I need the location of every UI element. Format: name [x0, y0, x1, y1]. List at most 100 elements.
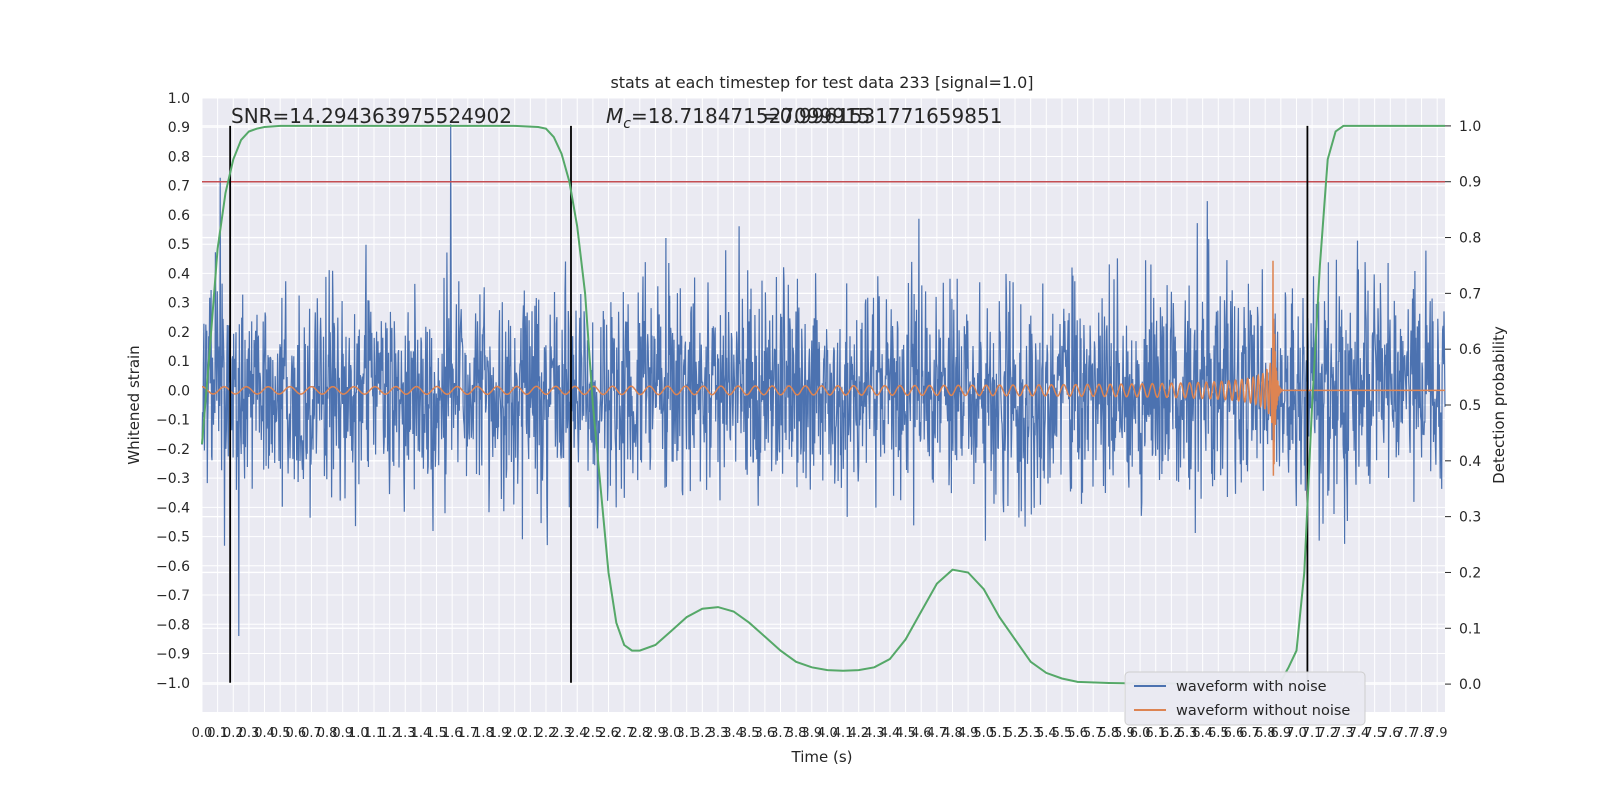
x-tick-label: 4.0 [817, 726, 838, 741]
y-right-tick-label: 0.8 [1459, 231, 1481, 247]
x-tick-label: 6.6 [1224, 726, 1245, 741]
y-right-tick-label: 0.3 [1459, 510, 1481, 526]
x-tick-label: 7.1 [1302, 726, 1323, 741]
x-tick-label: 3.3 [708, 726, 729, 741]
y-left-tick-label: −1.0 [156, 676, 190, 692]
y-right-tick-label: 0.9 [1459, 175, 1481, 191]
x-tick-label: 2.1 [520, 726, 541, 741]
y-left-tick-label: 0.3 [168, 296, 190, 312]
x-tick-label: 6.7 [1239, 726, 1260, 741]
x-tick-label: 4.4 [880, 726, 901, 741]
x-tick-label: 4.7 [927, 726, 948, 741]
x-tick-label: 3.8 [786, 726, 807, 741]
x-tick-label: 7.7 [1396, 726, 1417, 741]
x-tick-label: 5.6 [1067, 726, 1088, 741]
x-tick-label: 1.7 [457, 726, 478, 741]
y-right-tick-labels: 1.0 0.9 0.8 0.7 0.6 0.5 0.4 0.3 0.2 0.1 0.0 [1445, 119, 1481, 693]
x-tick-label: 1.5 [426, 726, 447, 741]
x-tick-labels: 0.00.10.20.30.40.50.60.70.80.91.01.11.21… [192, 726, 1448, 741]
y-left-tick-label: 1.0 [168, 91, 190, 107]
y-left-tick-label: −0.8 [156, 617, 190, 633]
y-left-axis-label: Whitened strain [125, 345, 143, 464]
x-tick-label: 3.9 [801, 726, 822, 741]
y-left-tick-label: 0.7 [168, 179, 190, 195]
x-tick-label: 7.5 [1364, 726, 1385, 741]
y-right-tick-label: 0.0 [1459, 677, 1481, 693]
x-tick-label: 0.8 [317, 726, 338, 741]
y-left-tick-label: −0.3 [156, 471, 190, 487]
plot-area [201, 97, 1446, 712]
x-tick-label: 4.9 [958, 726, 979, 741]
x-tick-label: 6.5 [1208, 726, 1229, 741]
x-tick-label: 2.6 [598, 726, 619, 741]
x-tick-label: 6.9 [1270, 726, 1291, 741]
y-left-tick-label: 0.5 [168, 237, 190, 253]
x-tick-label: 6.3 [1177, 726, 1198, 741]
y-right-tick-label: 0.4 [1459, 454, 1481, 470]
x-tick-label: 0.4 [254, 726, 275, 741]
x-tick-label: 1.1 [364, 726, 385, 741]
y-left-tick-label: −0.1 [156, 413, 190, 429]
x-axis-label: Time (s) [791, 748, 853, 766]
chirp-mass-subscript: c [623, 116, 631, 132]
y-right-axis-label: Detection probability [1490, 326, 1508, 484]
x-tick-label: 7.4 [1349, 726, 1370, 741]
y-left-tick-label: 0.4 [168, 266, 190, 282]
x-tick-label: 5.2 [1005, 726, 1026, 741]
x-tick-label: 1.0 [348, 726, 369, 741]
x-tick-label: 5.5 [1052, 726, 1073, 741]
x-tick-label: 5.9 [1114, 726, 1135, 741]
legend: waveform with noise waveform without noi… [1124, 671, 1366, 726]
x-tick-label: 2.7 [614, 726, 635, 741]
x-tick-label: 1.6 [442, 726, 463, 741]
x-tick-label: 4.3 [864, 726, 885, 741]
y-left-tick-label: −0.2 [156, 442, 190, 458]
x-tick-label: 3.4 [723, 726, 744, 741]
x-tick-label: 5.8 [1098, 726, 1119, 741]
probability-annotation: =0.9961531771659851 [763, 104, 1002, 128]
x-tick-label: 2.5 [583, 726, 604, 741]
y-right-tick-label: 1.0 [1459, 119, 1481, 135]
x-tick-label: 6.1 [1145, 726, 1166, 741]
y-left-tick-label: 0.8 [168, 149, 190, 165]
x-tick-label: 7.8 [1411, 726, 1432, 741]
noise-trace [201, 124, 1446, 637]
x-tick-label: 7.6 [1380, 726, 1401, 741]
x-tick-label: 2.8 [629, 726, 650, 741]
x-tick-label: 2.9 [645, 726, 666, 741]
waveform-without-noise [202, 260, 1445, 476]
vertical-markers [229, 125, 1309, 683]
x-tick-label: 6.4 [1192, 726, 1213, 741]
x-tick-label: 0.2 [223, 726, 244, 741]
x-tick-label: 3.2 [692, 726, 713, 741]
x-tick-label: 5.1 [989, 726, 1010, 741]
signal-trace [202, 260, 1445, 476]
x-tick-label: 6.8 [1255, 726, 1276, 741]
y-right-tick-label: 0.6 [1459, 342, 1481, 358]
x-tick-label: 2.2 [536, 726, 557, 741]
y-right-tick-label: 0.7 [1459, 286, 1481, 302]
x-tick-label: 3.0 [661, 726, 682, 741]
x-tick-label: 7.0 [1286, 726, 1307, 741]
y-right-tick-label: 0.5 [1459, 398, 1481, 414]
x-tick-label: 5.7 [1083, 726, 1104, 741]
y-left-tick-label: −0.5 [156, 530, 190, 546]
y-right-tick-label: 0.2 [1459, 565, 1481, 581]
x-tick-label: 5.4 [1036, 726, 1057, 741]
y-left-tick-label: 0.2 [168, 325, 190, 341]
x-tick-label: 4.1 [833, 726, 854, 741]
x-tick-label: 0.5 [270, 726, 291, 741]
chirp-mass-annotation: Mc=18.718471527099915 [606, 104, 870, 132]
legend-box [1124, 671, 1366, 726]
x-tick-label: 5.0 [973, 726, 994, 741]
legend-label-noise: waveform with noise [1176, 679, 1327, 695]
x-tick-label: 4.8 [942, 726, 963, 741]
x-tick-label: 6.0 [1130, 726, 1151, 741]
chirp-mass-value: =18.718471527099915 [631, 104, 870, 128]
x-tick-label: 3.5 [739, 726, 760, 741]
y-left-tick-label: −0.9 [156, 647, 190, 663]
x-tick-label: 4.2 [848, 726, 869, 741]
x-tick-label: 2.3 [551, 726, 572, 741]
x-tick-label: 0.0 [192, 726, 213, 741]
